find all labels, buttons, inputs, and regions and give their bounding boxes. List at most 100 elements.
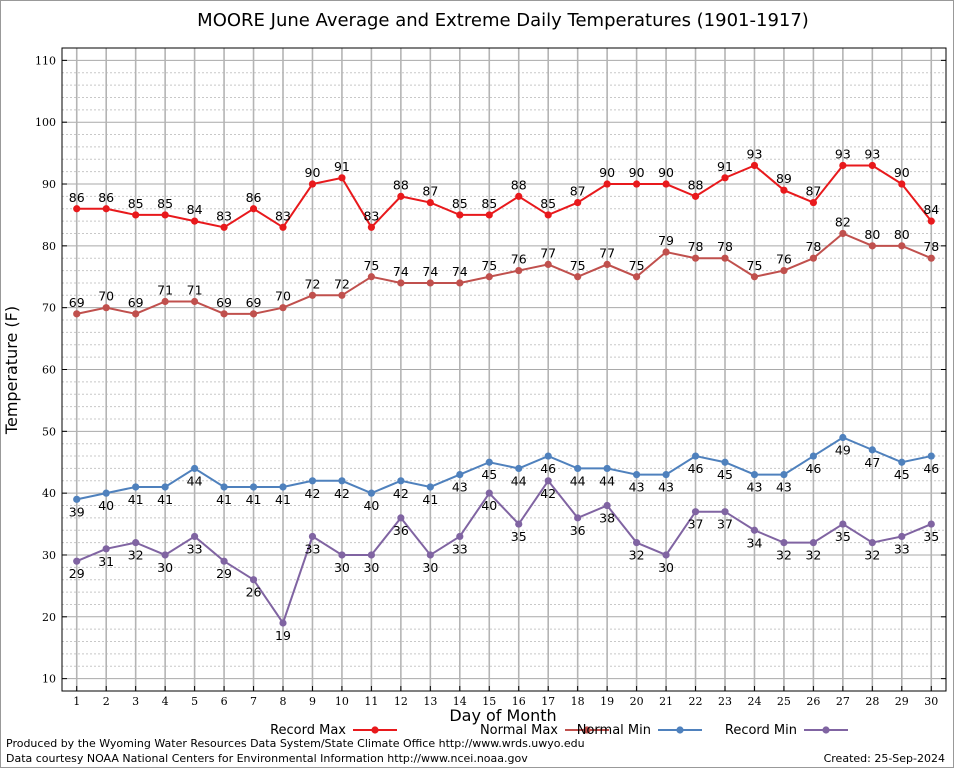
data-point xyxy=(809,198,818,207)
data-point xyxy=(73,310,81,318)
data-point xyxy=(544,211,552,219)
data-point xyxy=(633,471,641,479)
data-point xyxy=(868,161,876,170)
data-label: 90 xyxy=(894,165,910,180)
data-point xyxy=(426,279,434,287)
data-point xyxy=(809,254,818,262)
y-axis-ticks: 10 20 30 40 50 60 70 80 90 100 110 xyxy=(35,54,946,686)
data-label: 45 xyxy=(894,467,910,482)
data-point xyxy=(338,477,346,485)
data-label: 36 xyxy=(393,523,409,538)
data-point xyxy=(102,304,110,312)
data-label: 78 xyxy=(923,239,939,254)
data-point xyxy=(574,464,582,473)
series-line xyxy=(76,479,932,626)
data-point xyxy=(750,273,759,281)
x-tick-label: 20 xyxy=(630,695,644,708)
data-label: 36 xyxy=(570,523,586,538)
data-label: 75 xyxy=(570,258,586,273)
data-label: 45 xyxy=(481,467,497,482)
data-label: 74 xyxy=(393,264,409,279)
data-point xyxy=(308,532,317,541)
data-point xyxy=(898,242,906,250)
x-tick-label: 6 xyxy=(221,695,228,708)
data-point xyxy=(220,557,228,565)
data-point xyxy=(220,223,228,231)
x-tick-label: 30 xyxy=(924,695,938,708)
data-point xyxy=(73,205,81,213)
data-label: 46 xyxy=(540,461,556,476)
data-label: 32 xyxy=(776,548,792,563)
x-tick-label: 27 xyxy=(836,695,850,708)
series-normal-min: 39 40 41 41 44 41 41 41 42 42 40 42 41 43 45 44 46 44 44 43… xyxy=(69,433,939,519)
y-tick-label: 50 xyxy=(42,425,56,438)
data-label: 87 xyxy=(805,184,821,199)
data-label: 90 xyxy=(599,165,615,180)
data-point xyxy=(485,489,493,497)
data-point xyxy=(868,242,876,250)
data-label: 69 xyxy=(246,295,262,310)
data-point xyxy=(721,254,729,262)
data-label: 75 xyxy=(481,258,497,273)
data-label: 89 xyxy=(776,171,792,186)
data-label: 69 xyxy=(216,295,232,310)
data-label: 90 xyxy=(305,165,321,180)
data-point xyxy=(780,539,788,547)
data-label: 29 xyxy=(216,566,232,581)
series-record-min: 29 31 32 30 33 29 26 19 33 30 30 36 30 33 40 35 42 36 38 32… xyxy=(69,477,939,643)
data-label: 37 xyxy=(688,517,704,532)
x-tick-label: 26 xyxy=(806,695,820,708)
series-line xyxy=(76,436,932,501)
series-record-max: 86 86 85 85 84 83 86 83 90 91 83 88 87 85 85 88 85 87 90 90… xyxy=(69,146,939,231)
x-tick-label: 14 xyxy=(453,695,467,708)
data-point xyxy=(927,520,935,528)
data-label: 46 xyxy=(805,461,821,476)
data-point xyxy=(633,273,641,281)
data-point xyxy=(485,273,493,281)
data-point xyxy=(249,310,258,318)
data-point xyxy=(927,254,935,262)
data-point xyxy=(191,297,199,306)
data-label: 86 xyxy=(69,190,85,205)
data-label: 72 xyxy=(305,276,321,291)
x-axis-ticks: 1 2 3 4 5 6 7 8 9 10 11 12 13 14 15 16 17 18 19 20 21 22 23 24 2… xyxy=(73,686,938,708)
data-point xyxy=(750,526,759,534)
data-point xyxy=(102,205,110,213)
data-label: 78 xyxy=(717,239,733,254)
data-point xyxy=(367,273,375,281)
data-label: 93 xyxy=(835,146,851,161)
data-label: 49 xyxy=(835,443,851,458)
data-label: 41 xyxy=(216,492,232,507)
data-label: 93 xyxy=(747,146,763,161)
data-label: 77 xyxy=(599,245,615,260)
data-point xyxy=(515,266,523,275)
data-point xyxy=(161,211,169,219)
data-label: 33 xyxy=(305,541,321,556)
data-point xyxy=(898,458,906,466)
x-tick-label: 11 xyxy=(364,695,378,708)
legend-swatch-marker xyxy=(371,726,379,734)
data-label: 86 xyxy=(98,190,114,205)
x-tick-label: 3 xyxy=(132,695,139,708)
x-tick-label: 25 xyxy=(777,695,791,708)
data-point xyxy=(780,266,788,275)
y-tick-label: 80 xyxy=(42,240,56,253)
data-point xyxy=(456,532,464,541)
y-tick-label: 40 xyxy=(42,487,56,500)
data-point xyxy=(220,310,228,318)
data-point xyxy=(691,192,700,200)
x-tick-label: 23 xyxy=(718,695,732,708)
data-label: 85 xyxy=(128,196,144,211)
data-point xyxy=(456,471,464,479)
data-point xyxy=(191,464,199,473)
x-tick-label: 8 xyxy=(280,695,287,708)
footer-data-courtesy: Data courtesy NOAA National Centers for … xyxy=(6,752,528,765)
data-point xyxy=(927,217,935,225)
data-point xyxy=(603,180,611,188)
x-tick-label: 5 xyxy=(191,695,198,708)
x-tick-label: 24 xyxy=(747,695,761,708)
data-label: 43 xyxy=(629,480,645,495)
data-label: 29 xyxy=(69,566,85,581)
data-point xyxy=(515,464,523,473)
